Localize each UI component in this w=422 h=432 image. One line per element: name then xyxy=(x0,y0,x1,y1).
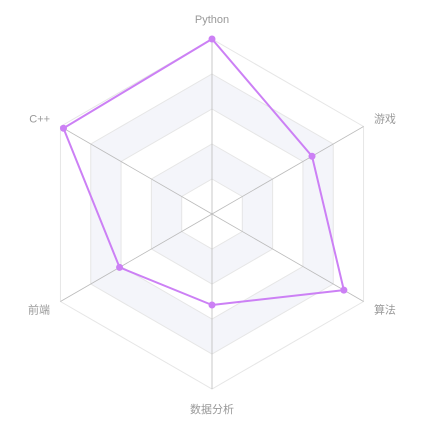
indicator-label-3: 数据分析 xyxy=(190,402,234,416)
series-0-point-3 xyxy=(208,301,216,309)
axis-line-4 xyxy=(60,213,213,302)
series-0-point-1 xyxy=(308,152,316,160)
indicator-label-1: 游戏 xyxy=(374,113,396,126)
series-0-point-5 xyxy=(59,124,67,132)
indicator-label-0: Python xyxy=(195,14,229,26)
series-0-point-4 xyxy=(116,263,124,271)
axis-line-1 xyxy=(211,126,364,215)
series-0-point-2 xyxy=(340,286,348,294)
axis-line-2 xyxy=(211,213,364,302)
indicator-label-2: 算法 xyxy=(374,303,396,317)
axis-line-5 xyxy=(60,126,213,215)
series-0-point-0 xyxy=(208,35,216,43)
indicator-label-5: C++ xyxy=(29,114,50,126)
indicator-label-4: 前端 xyxy=(28,303,50,317)
